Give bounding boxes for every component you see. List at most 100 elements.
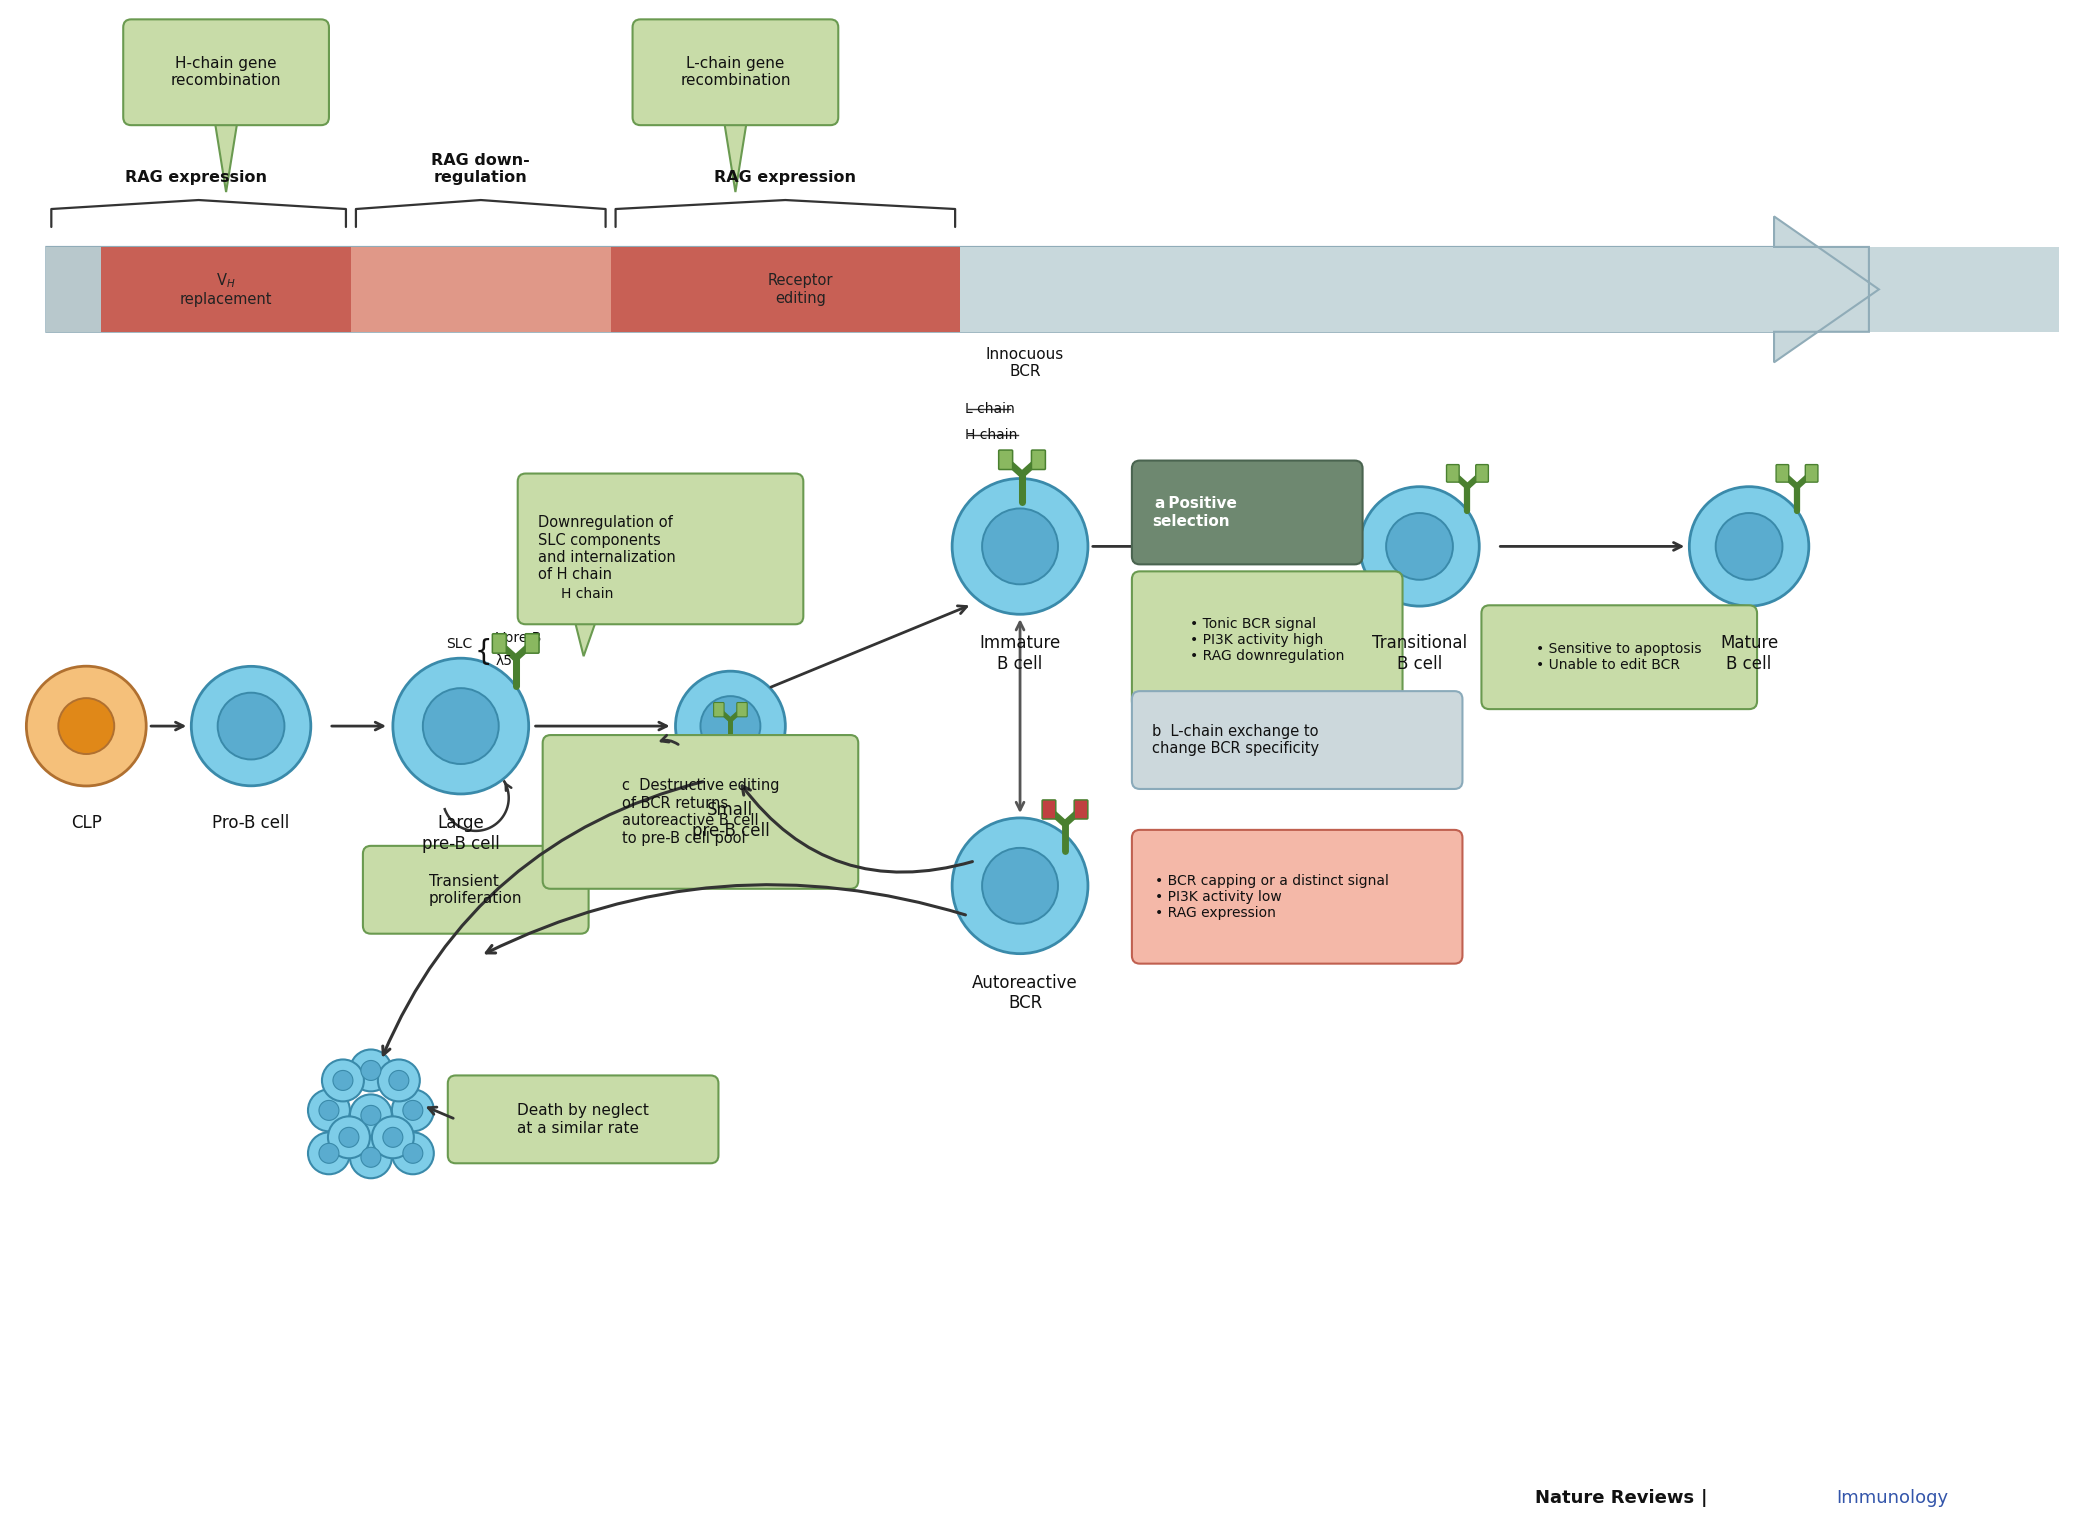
Circle shape (59, 699, 113, 754)
Text: Downregulation of
SLC components
and internalization
of H chain: Downregulation of SLC components and int… (538, 515, 676, 582)
Circle shape (1688, 487, 1808, 607)
Text: • Sensitive to apoptosis
• Unable to edit BCR: • Sensitive to apoptosis • Unable to edi… (1537, 642, 1701, 673)
Circle shape (338, 1127, 359, 1147)
Text: {: { (475, 639, 491, 667)
Circle shape (361, 1106, 380, 1126)
FancyBboxPatch shape (1000, 450, 1012, 470)
FancyBboxPatch shape (1777, 464, 1789, 482)
Circle shape (351, 1137, 393, 1178)
Circle shape (403, 1100, 422, 1120)
Text: H-chain gene
recombination: H-chain gene recombination (170, 55, 281, 89)
FancyBboxPatch shape (1806, 464, 1819, 482)
FancyBboxPatch shape (1132, 571, 1403, 710)
FancyBboxPatch shape (447, 1075, 718, 1163)
Bar (46, 247, 101, 332)
Text: L-chain gene
recombination: L-chain gene recombination (680, 55, 792, 89)
FancyBboxPatch shape (363, 846, 588, 934)
Text: RAG expression: RAG expression (126, 170, 267, 184)
Circle shape (388, 1071, 410, 1091)
Circle shape (422, 688, 498, 763)
Bar (101, 247, 351, 332)
Text: • Tonic BCR signal
• PI3K activity high
• RAG downregulation: • Tonic BCR signal • PI3K activity high … (1191, 617, 1344, 664)
Circle shape (1716, 513, 1783, 579)
Text: |: | (1701, 1488, 1707, 1507)
FancyBboxPatch shape (124, 20, 330, 124)
Circle shape (983, 508, 1058, 584)
Text: BCR: BCR (1010, 364, 1042, 379)
FancyBboxPatch shape (1132, 829, 1462, 963)
Circle shape (393, 659, 529, 794)
Text: Vpre-B: Vpre-B (496, 631, 542, 645)
Text: Receptor
editing: Receptor editing (769, 273, 834, 306)
FancyBboxPatch shape (519, 473, 804, 624)
Polygon shape (214, 117, 237, 192)
Circle shape (361, 1147, 380, 1167)
Text: c  Destructive editing
of BCR returns
autoreactive B cell
to pre-B cell pool: c Destructive editing of BCR returns aut… (622, 779, 779, 845)
Text: • BCR capping or a distinct signal
• PI3K activity low
• RAG expression: • BCR capping or a distinct signal • PI3… (1155, 874, 1388, 920)
Circle shape (951, 479, 1088, 614)
Text: L chain: L chain (966, 401, 1014, 416)
Circle shape (319, 1100, 338, 1120)
Text: V$_H$
replacement: V$_H$ replacement (181, 272, 273, 307)
Text: Transitional
B cell: Transitional B cell (1371, 634, 1468, 673)
Polygon shape (573, 616, 598, 656)
Text: Autoreactive
BCR: Autoreactive BCR (972, 974, 1077, 1012)
Circle shape (321, 1060, 363, 1101)
Circle shape (393, 1132, 435, 1174)
FancyBboxPatch shape (1476, 464, 1489, 482)
Circle shape (351, 1049, 393, 1092)
Circle shape (319, 1143, 338, 1163)
Polygon shape (722, 117, 748, 192)
Circle shape (983, 848, 1058, 923)
Bar (960, 247, 2058, 332)
FancyArrow shape (1774, 217, 1880, 362)
Circle shape (361, 1060, 380, 1080)
Circle shape (372, 1117, 414, 1158)
Circle shape (951, 817, 1088, 954)
Circle shape (218, 693, 284, 759)
Text: SLC: SLC (447, 637, 473, 651)
FancyBboxPatch shape (525, 634, 540, 653)
FancyBboxPatch shape (542, 736, 859, 889)
FancyBboxPatch shape (1042, 800, 1056, 819)
Text: Immunology: Immunology (1838, 1488, 1949, 1507)
Circle shape (701, 696, 760, 756)
FancyBboxPatch shape (1075, 800, 1088, 819)
Bar (680, 247, 960, 332)
Text: Pro-B cell: Pro-B cell (212, 814, 290, 833)
Circle shape (403, 1143, 422, 1163)
Circle shape (334, 1071, 353, 1091)
Text: Transient
proliferation: Transient proliferation (428, 874, 523, 906)
Text: b  L-chain exchange to
change BCR specificity: b L-chain exchange to change BCR specifi… (1153, 723, 1319, 756)
Circle shape (382, 1127, 403, 1147)
Text: λ5: λ5 (496, 654, 512, 668)
Text: Innocuous: Innocuous (985, 347, 1065, 362)
Text: RAG down-
regulation: RAG down- regulation (430, 152, 529, 184)
Circle shape (309, 1132, 351, 1174)
Text: CLP: CLP (71, 814, 101, 833)
Circle shape (27, 667, 147, 786)
Text: Death by neglect
at a similar rate: Death by neglect at a similar rate (517, 1103, 649, 1135)
Bar (351, 247, 611, 332)
Circle shape (328, 1117, 370, 1158)
Text: H chain: H chain (561, 587, 613, 601)
FancyBboxPatch shape (1132, 691, 1462, 790)
FancyBboxPatch shape (632, 20, 838, 124)
Circle shape (309, 1089, 351, 1132)
Bar (611, 247, 680, 332)
Text: Mature
B cell: Mature B cell (1720, 634, 1779, 673)
Circle shape (378, 1060, 420, 1101)
Circle shape (1386, 513, 1453, 579)
FancyBboxPatch shape (1031, 450, 1046, 470)
Circle shape (676, 671, 785, 780)
FancyBboxPatch shape (1447, 464, 1459, 482)
Circle shape (393, 1089, 435, 1132)
Text: a Positive
selection: a Positive selection (1153, 496, 1237, 528)
FancyBboxPatch shape (737, 702, 748, 717)
FancyBboxPatch shape (491, 634, 506, 653)
FancyBboxPatch shape (1480, 605, 1758, 710)
FancyBboxPatch shape (1132, 461, 1363, 564)
Text: RAG expression: RAG expression (714, 170, 857, 184)
FancyArrow shape (46, 217, 1873, 361)
Text: Large
pre-B cell: Large pre-B cell (422, 814, 500, 852)
